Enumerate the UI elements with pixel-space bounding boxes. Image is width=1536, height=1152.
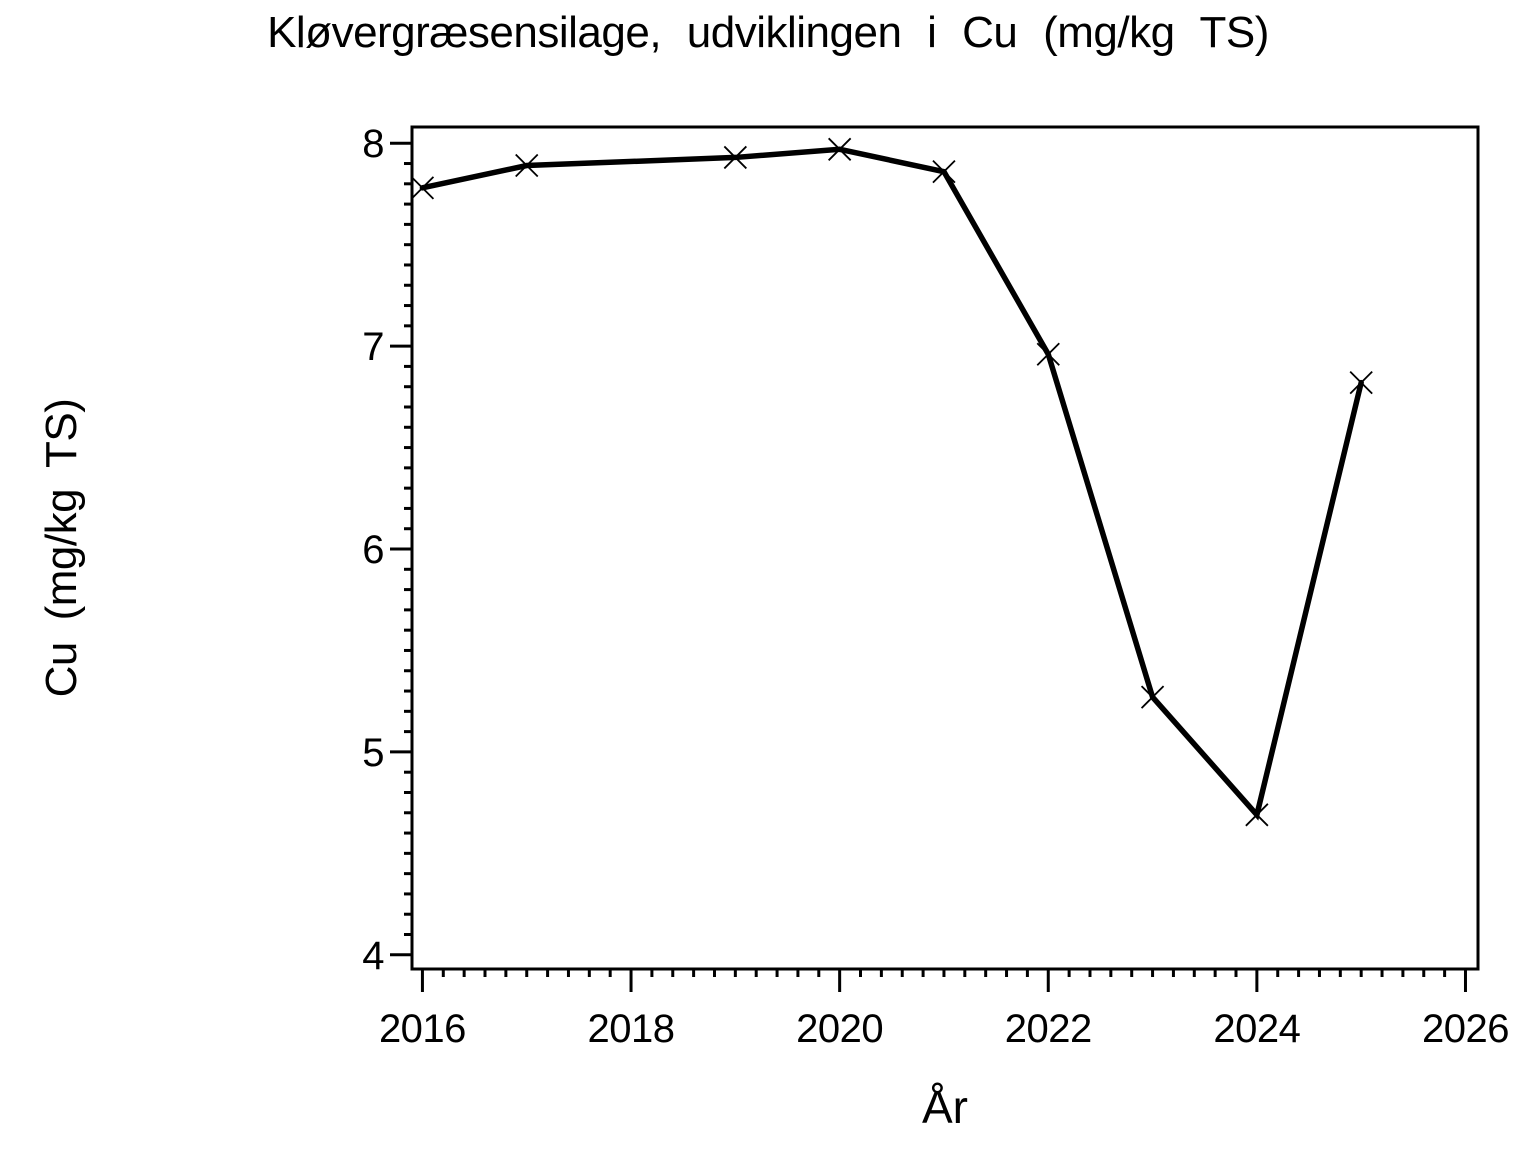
plot-frame [410, 125, 1480, 971]
x-tick-label: 2022 [1005, 1007, 1092, 1051]
x-axis-label: År [922, 1081, 968, 1133]
y-tick-label: 5 [362, 731, 384, 775]
data-point-marker [723, 145, 747, 170]
data-point-marker [1036, 342, 1060, 366]
y-tick-label: 6 [362, 528, 384, 572]
y-tick-label: 4 [362, 934, 384, 978]
data-point-marker [410, 176, 435, 200]
data-line [419, 146, 1364, 821]
data-point-marker [1349, 371, 1373, 395]
x-tick-label: 2020 [796, 1007, 883, 1051]
x-tick-label: 2024 [1213, 1007, 1300, 1051]
data-point-marker [1140, 685, 1165, 709]
data-point-marker [1245, 803, 1269, 827]
chart-title: Kløvergræsensilage, udviklingen i Cu (mg… [267, 8, 1269, 57]
x-tick-label: 2018 [588, 1007, 675, 1051]
data-point-marker [828, 137, 852, 161]
x-tick-label: 2016 [379, 1007, 466, 1051]
y-tick-label: 8 [362, 122, 384, 166]
y-tick-label: 7 [362, 325, 384, 369]
data-point-marker [932, 159, 956, 184]
x-tick-label: 2026 [1422, 1007, 1509, 1051]
data-point-marker [515, 153, 539, 178]
